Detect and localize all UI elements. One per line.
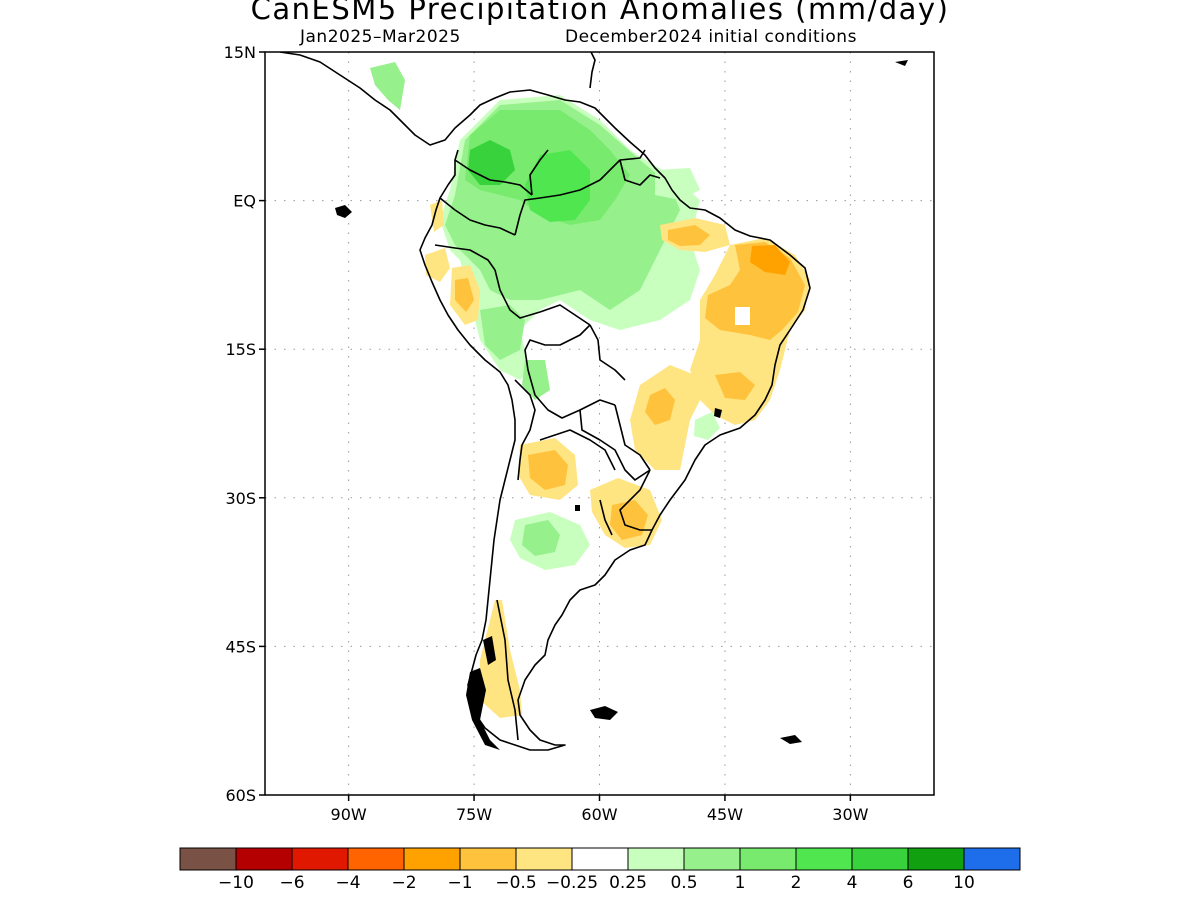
lon-tick-label: 75W — [456, 805, 492, 824]
colorbar-swatch — [459, 847, 517, 871]
colorbar-swatch — [403, 847, 461, 871]
lon-tick-label: 30W — [832, 805, 868, 824]
lat-tick-label: 45S — [225, 637, 256, 656]
anomaly-field — [370, 62, 810, 718]
lat-tick-label: 15S — [225, 340, 256, 359]
colorbar-label: 6 — [903, 873, 914, 893]
colorbar-label: 10 — [953, 873, 975, 893]
wet-anomaly-regions — [370, 62, 720, 570]
colorbar-label: −6 — [279, 873, 304, 893]
lon-tick-label: 60W — [581, 805, 617, 824]
colorbar-swatch — [963, 847, 1021, 871]
chart-title: CanESM5 Precipitation Anomalies (mm/day) — [250, 0, 950, 26]
colorbar-swatch — [347, 847, 405, 871]
lat-tick-label: 15N — [224, 43, 256, 62]
colorbar-label: 0.25 — [609, 873, 647, 893]
longitude-tick-labels: 90W 75W 60W 45W 30W — [331, 795, 869, 824]
colorbar: −10 −6 −4 −2 −1 −0.5 −0.25 0.25 0.5 1 2 4 6 10 — [179, 847, 1021, 893]
colorbar-label: −0.5 — [495, 873, 536, 893]
colorbar-swatch — [627, 847, 685, 871]
colorbar-swatch — [851, 847, 909, 871]
colorbar-label: 1 — [735, 873, 746, 893]
colorbar-label: 0.5 — [670, 873, 697, 893]
colorbar-label: −4 — [335, 873, 360, 893]
colorbar-label: −10 — [218, 873, 254, 893]
coastlines — [279, 52, 811, 751]
islands — [335, 60, 908, 750]
colorbar-label: −0.25 — [546, 873, 598, 893]
colorbar-swatch — [571, 847, 629, 871]
colorbar-swatch — [795, 847, 853, 871]
colorbar-swatch — [739, 847, 797, 871]
lat-tick-label: 60S — [225, 786, 256, 805]
colorbar-swatch — [907, 847, 965, 871]
colorbar-label: 2 — [791, 873, 802, 893]
subtitle-period: Jan2025–Mar2025 — [300, 27, 461, 47]
colorbar-label: −2 — [391, 873, 416, 893]
latitude-tick-labels: 15N EQ 15S 30S 45S 60S — [224, 43, 265, 805]
colorbar-swatch — [683, 847, 741, 871]
lon-tick-label: 90W — [331, 805, 367, 824]
colorbar-swatch — [515, 847, 573, 871]
subtitle-initial-conditions: December2024 initial conditions — [565, 27, 857, 47]
colorbar-swatch — [291, 847, 349, 871]
dry-anomaly-regions — [425, 200, 810, 718]
lat-tick-label: EQ — [233, 192, 256, 211]
colorbar-swatch — [179, 847, 237, 871]
lat-tick-label: 30S — [225, 489, 256, 508]
colorbar-label: 4 — [847, 873, 858, 893]
lon-tick-label: 45W — [707, 805, 743, 824]
colorbar-swatch — [235, 847, 293, 871]
colorbar-label: −1 — [447, 873, 472, 893]
